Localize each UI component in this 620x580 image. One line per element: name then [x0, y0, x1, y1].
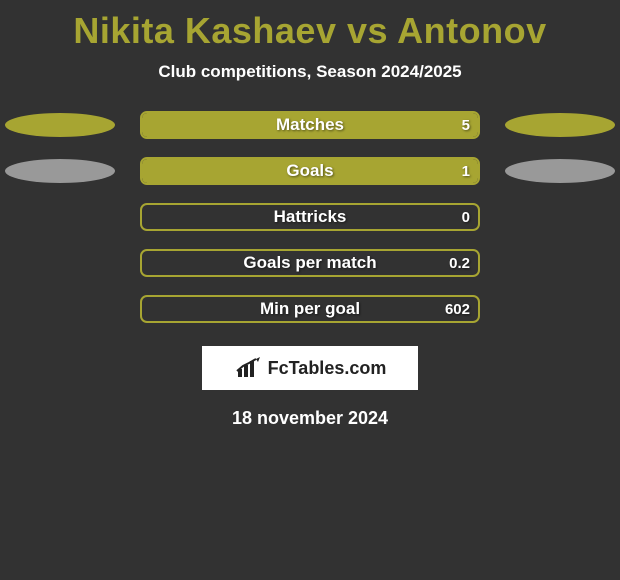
stat-row: Goals1 — [0, 148, 620, 194]
left-marker — [5, 113, 115, 137]
stat-value-right: 0 — [462, 205, 470, 229]
stat-bar: Matches5 — [140, 111, 480, 139]
stat-value-right: 0.2 — [449, 251, 470, 275]
stat-bar: Min per goal602 — [140, 295, 480, 323]
stat-label: Min per goal — [142, 297, 478, 321]
bar-fill-right — [310, 159, 478, 183]
stat-label: Goals per match — [142, 251, 478, 275]
right-marker — [505, 113, 615, 137]
subtitle: Club competitions, Season 2024/2025 — [0, 62, 620, 82]
stat-row: Min per goal602 — [0, 286, 620, 332]
stat-bar: Goals per match0.2 — [140, 249, 480, 277]
logo-text: FcTables.com — [268, 358, 387, 379]
bar-fill-right — [310, 113, 478, 137]
stat-value-right: 602 — [445, 297, 470, 321]
bar-fill-left — [142, 113, 310, 137]
stat-rows: Matches5Goals1Hattricks0Goals per match0… — [0, 102, 620, 332]
left-marker — [5, 159, 115, 183]
date-text: 18 november 2024 — [0, 408, 620, 429]
attribution-logo[interactable]: FcTables.com — [202, 346, 418, 390]
stat-row: Matches5 — [0, 102, 620, 148]
bar-fill-left — [142, 159, 310, 183]
stat-bar: Goals1 — [140, 157, 480, 185]
stat-row: Hattricks0 — [0, 194, 620, 240]
stat-row: Goals per match0.2 — [0, 240, 620, 286]
page-title: Nikita Kashaev vs Antonov — [0, 4, 620, 54]
comparison-card: Nikita Kashaev vs Antonov Club competiti… — [0, 0, 620, 429]
stat-bar: Hattricks0 — [140, 203, 480, 231]
right-marker — [505, 159, 615, 183]
stat-label: Hattricks — [142, 205, 478, 229]
chart-icon — [234, 357, 262, 379]
